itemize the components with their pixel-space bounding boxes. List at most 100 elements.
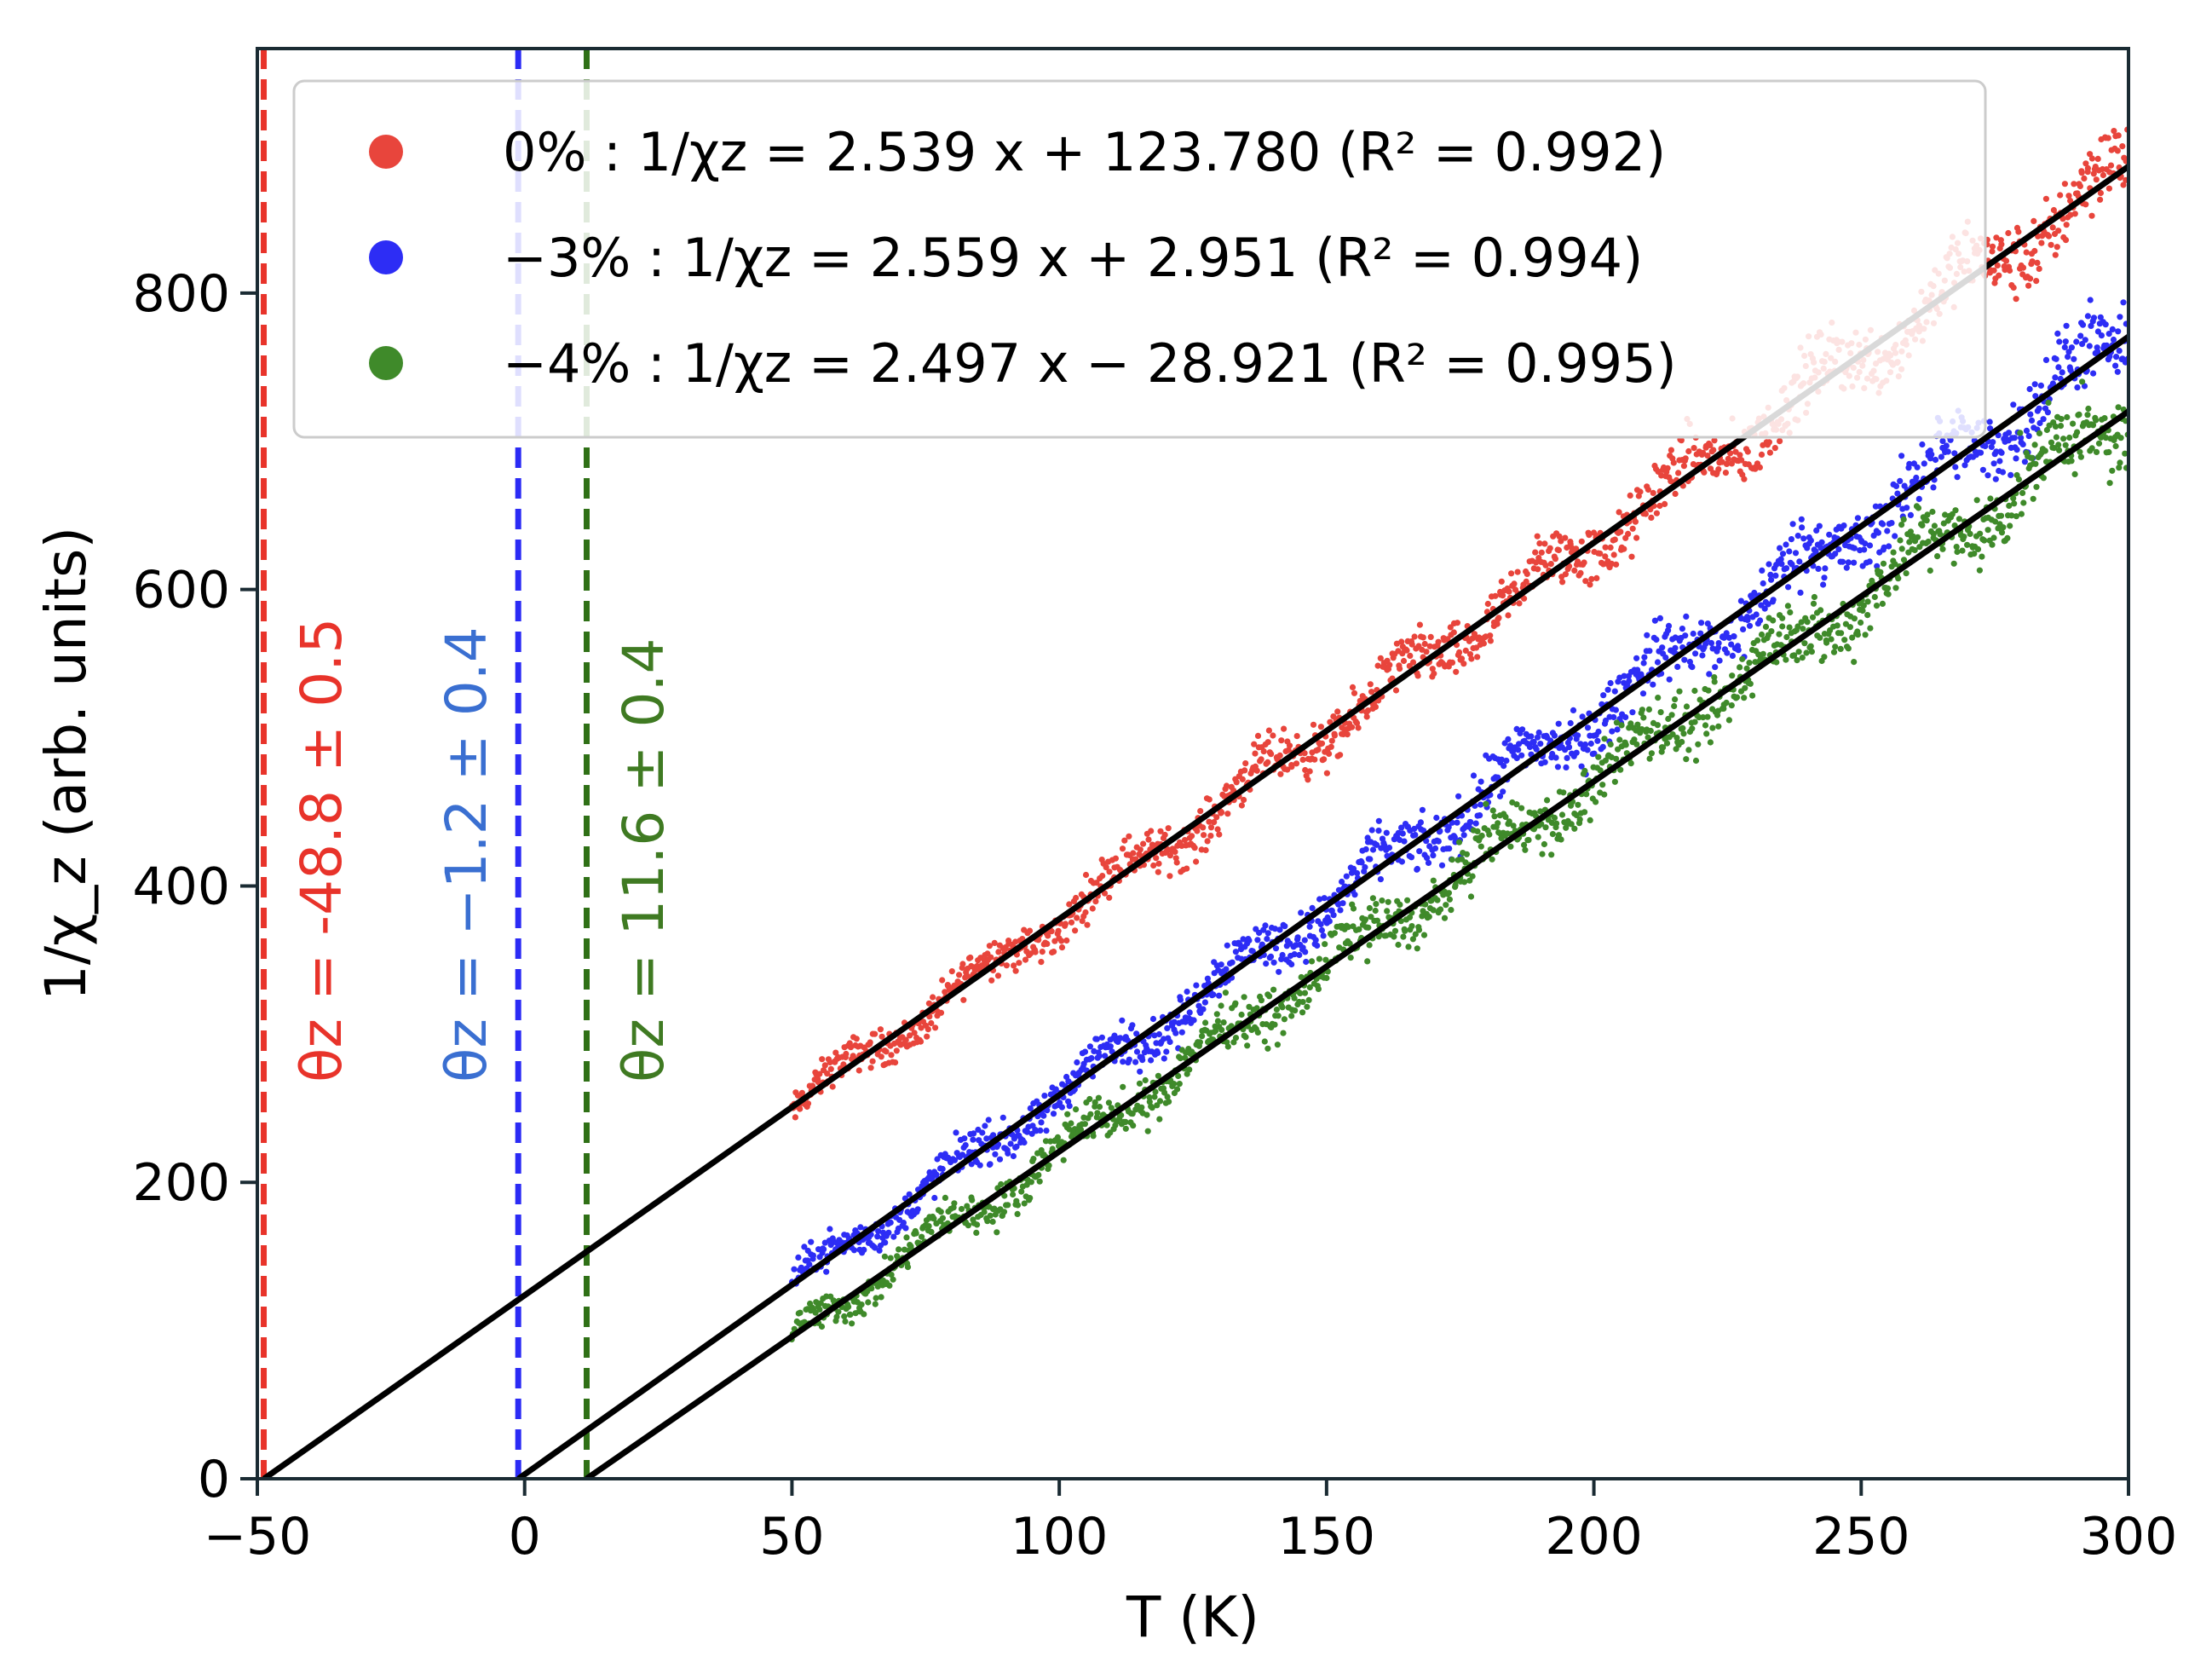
- scatter-point: [2040, 416, 2047, 423]
- scatter-point: [989, 1218, 996, 1225]
- scatter-point: [1155, 869, 1161, 875]
- scatter-point: [1299, 756, 1306, 764]
- scatter-point: [823, 1268, 830, 1275]
- scatter-point: [1722, 470, 1729, 476]
- scatter-point: [1581, 559, 1587, 566]
- scatter-point: [1880, 521, 1887, 528]
- scatter-point: [1662, 500, 1668, 508]
- scatter-point: [1281, 725, 1287, 732]
- scatter-point: [1155, 1030, 1162, 1038]
- scatter-point: [1537, 808, 1544, 815]
- scatter-point: [1971, 551, 1978, 557]
- scatter-point: [986, 943, 993, 949]
- scatter-point: [1016, 960, 1022, 967]
- scatter-point: [2120, 182, 2127, 188]
- scatter-point: [1984, 527, 1991, 534]
- scatter-point: [1866, 558, 1873, 565]
- fit-line: [516, 334, 2128, 1479]
- scatter-point: [2098, 434, 2105, 441]
- scatter-point: [1821, 574, 1828, 581]
- scatter-point: [939, 1165, 946, 1173]
- scatter-point: [1309, 904, 1316, 911]
- scatter-point: [1381, 842, 1388, 849]
- scatter-point: [1367, 856, 1374, 863]
- scatter-point: [1599, 743, 1606, 751]
- scatter-point: [1928, 451, 1935, 458]
- scatter-point: [1424, 855, 1431, 862]
- scatter-point: [1184, 988, 1190, 995]
- scatter-point: [1322, 956, 1329, 963]
- scatter-point: [2090, 315, 2098, 321]
- scatter-point: [2105, 448, 2112, 456]
- scatter-point: [956, 972, 963, 978]
- scatter-point: [2093, 417, 2100, 424]
- scatter-point: [1720, 634, 1727, 641]
- scatter-point: [1873, 603, 1881, 609]
- scatter-point: [2077, 332, 2084, 339]
- scatter-point: [1450, 629, 1457, 636]
- scatter-point: [1146, 1094, 1153, 1101]
- scatter-point: [1233, 779, 1240, 786]
- scatter-point: [1478, 778, 1484, 785]
- scatter-point: [1798, 516, 1805, 522]
- scatter-point: [1327, 718, 1334, 725]
- scatter-point: [1530, 738, 1537, 746]
- scatter-point: [845, 1303, 852, 1310]
- scatter-point: [1375, 828, 1382, 834]
- scatter-point: [1028, 1179, 1034, 1186]
- scatter-point: [1045, 932, 1051, 939]
- scatter-point: [1927, 567, 1933, 574]
- scatter-point: [1095, 1094, 1102, 1101]
- scatter-point: [1967, 530, 1973, 538]
- scatter-point: [1251, 741, 1258, 747]
- scatter-point: [2042, 195, 2049, 202]
- scatter-point: [1691, 718, 1698, 725]
- scatter-point: [1130, 850, 1137, 857]
- scatter-point: [1739, 655, 1746, 662]
- scatter-point: [1689, 664, 1696, 671]
- scatter-point: [1864, 612, 1871, 619]
- scatter-point: [1425, 859, 1432, 867]
- scatter-point: [1048, 928, 1055, 935]
- scatter-point: [2042, 447, 2048, 454]
- scatter-point: [1377, 655, 1384, 661]
- scatter-point: [1021, 1139, 1028, 1146]
- scatter-point: [1200, 1006, 1207, 1013]
- scatter-point: [2011, 435, 2018, 441]
- scatter-point: [1064, 1111, 1071, 1117]
- scatter-point: [1172, 1030, 1179, 1036]
- scatter-point: [1486, 831, 1493, 838]
- scatter-point: [1299, 999, 1306, 1006]
- scatter-point: [1467, 819, 1474, 826]
- scatter-point: [872, 1244, 878, 1251]
- scatter-point: [1823, 639, 1830, 646]
- scatter-point: [1867, 625, 1874, 632]
- scatter-point: [1892, 482, 1900, 490]
- scatter-point: [1656, 615, 1663, 622]
- scatter-point: [982, 1122, 988, 1129]
- scatter-point: [1990, 534, 1997, 541]
- scatter-point: [2027, 411, 2034, 418]
- scatter-point: [1537, 741, 1544, 747]
- scatter-point: [1907, 528, 1914, 535]
- scatter-point: [1297, 990, 1304, 996]
- scatter-point: [1584, 724, 1592, 731]
- scatter-point: [1961, 462, 1968, 469]
- scatter-point: [1468, 655, 1475, 662]
- scatter-point: [1364, 707, 1372, 714]
- scatter-point: [1246, 1003, 1253, 1010]
- scatter-point: [1728, 702, 1735, 709]
- scatter-point: [900, 1220, 907, 1226]
- scatter-point: [1562, 534, 1569, 541]
- scatter-point: [1146, 1099, 1153, 1105]
- scatter-point: [1232, 1000, 1239, 1007]
- scatter-point: [1458, 655, 1466, 662]
- scatter-point: [951, 1157, 959, 1163]
- scatter-point: [2105, 185, 2112, 192]
- scatter-point: [1835, 545, 1842, 553]
- scatter-point: [817, 1300, 824, 1307]
- scatter-point: [2082, 201, 2089, 208]
- scatter-point: [2070, 420, 2077, 427]
- scatter-point: [1301, 937, 1308, 944]
- scatter-point: [2112, 362, 2119, 369]
